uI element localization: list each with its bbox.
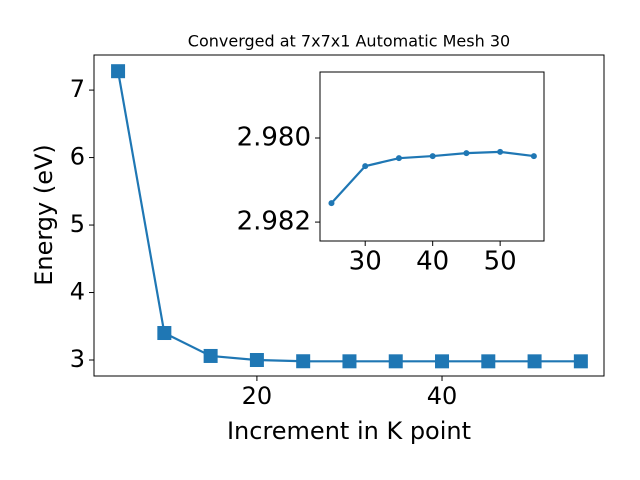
y-tick-label: 4 xyxy=(70,278,85,306)
x-axis-label: Increment in K point xyxy=(227,417,471,445)
y-tick-label: 5 xyxy=(70,210,85,238)
x-tick-label: 30 xyxy=(349,247,382,277)
marker xyxy=(362,163,369,170)
y-tick-label: 2.980 xyxy=(237,123,311,153)
marker xyxy=(111,64,126,79)
marker xyxy=(527,354,542,369)
marker xyxy=(573,354,588,369)
marker xyxy=(328,200,335,207)
marker xyxy=(342,354,357,369)
x-tick-label: 50 xyxy=(484,247,517,277)
y-axis-label: Energy (eV) xyxy=(30,144,58,286)
marker xyxy=(388,354,403,369)
marker xyxy=(296,354,311,369)
marker xyxy=(395,155,402,162)
y-tick-label: 3 xyxy=(70,345,85,373)
marker xyxy=(463,150,470,157)
marker xyxy=(497,148,504,155)
y-tick-label: 7 xyxy=(70,75,85,103)
x-tick-label: 40 xyxy=(416,247,449,277)
marker xyxy=(249,353,264,368)
x-tick-label: 20 xyxy=(242,382,273,410)
marker xyxy=(429,153,436,160)
marker xyxy=(203,348,218,363)
y-tick-label: 6 xyxy=(70,143,85,171)
marker xyxy=(530,153,537,160)
marker xyxy=(481,354,496,369)
chart-title: Converged at 7x7x1 Automatic Mesh 30 xyxy=(188,32,510,51)
y-tick-label: 2.982 xyxy=(237,207,311,237)
marker xyxy=(157,326,172,341)
x-tick-label: 40 xyxy=(427,382,458,410)
marker xyxy=(435,354,450,369)
